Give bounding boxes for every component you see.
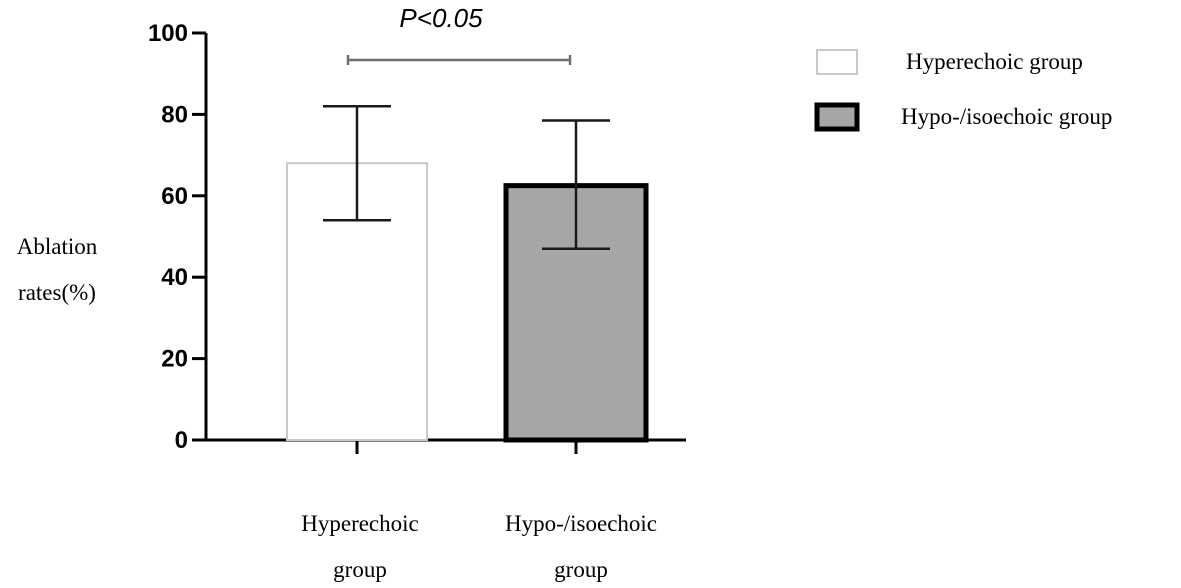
x-tick-label: group bbox=[554, 557, 608, 582]
legend-label: Hyperechoic group bbox=[906, 49, 1083, 74]
y-tick-label: 20 bbox=[161, 346, 188, 373]
legend-swatch bbox=[814, 102, 860, 132]
y-axis-label-line: rates(%) bbox=[18, 280, 96, 305]
y-tick-label: 100 bbox=[148, 20, 188, 47]
y-axis-label-line: Ablation bbox=[17, 234, 98, 259]
x-tick-label: Hyperechoic bbox=[301, 511, 419, 536]
bars bbox=[286, 162, 649, 443]
y-tick-label: 0 bbox=[175, 427, 188, 454]
x-tick-label: group bbox=[333, 557, 387, 582]
legend-label: Hypo-/isoechoic group bbox=[901, 104, 1112, 129]
y-axis-label: Ablation rates(%) bbox=[17, 234, 98, 305]
y-tick-label: 60 bbox=[161, 183, 188, 210]
x-tick-labels: Hyperechoic group Hypo-/isoechoic group bbox=[301, 511, 657, 582]
y-tick-label: 40 bbox=[161, 264, 188, 291]
significance-label: P<0.05 bbox=[399, 3, 483, 33]
legend: Hyperechoic group Hypo-/isoechoic group bbox=[814, 49, 1112, 132]
significance-annotation: P<0.05 bbox=[346, 3, 572, 65]
y-axis: 0 20 40 60 80 100 bbox=[148, 20, 208, 454]
legend-swatch bbox=[816, 49, 858, 75]
y-tick-label: 80 bbox=[161, 101, 188, 128]
error-bars bbox=[323, 105, 610, 250]
x-tick-label: Hypo-/isoechoic bbox=[505, 511, 657, 536]
